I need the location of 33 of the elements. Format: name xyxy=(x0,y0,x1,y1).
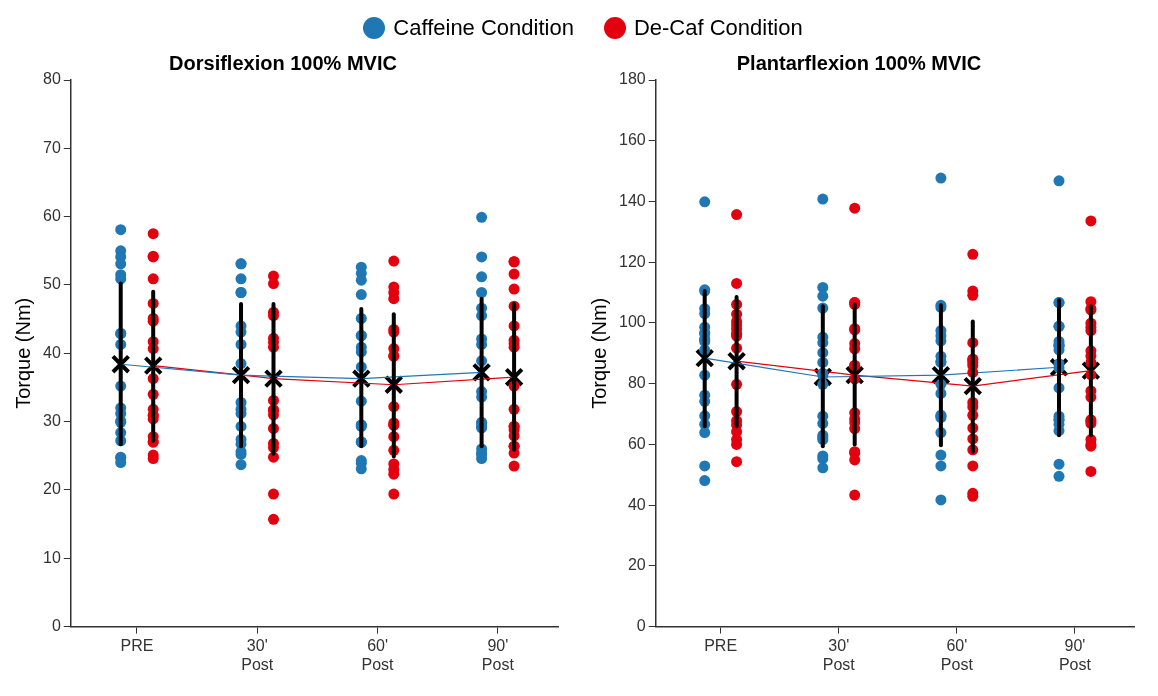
y-tick-label: 120 xyxy=(618,252,646,270)
x-tick-label: 60' Post xyxy=(940,636,974,673)
y-tick-label: 140 xyxy=(618,191,646,209)
y-tick-label: 40 xyxy=(43,343,61,361)
y-axis-title: Torque (Nm) xyxy=(587,297,610,409)
y-tick-label: 20 xyxy=(43,480,61,498)
legend-label: Caffeine Condition xyxy=(393,15,574,41)
x-tick-label: 30' Post xyxy=(822,636,856,673)
y-tick-label: 60 xyxy=(627,434,646,452)
y-axis-title: Torque (Nm) xyxy=(11,297,34,409)
y-tick-label: 80 xyxy=(43,70,61,88)
x-tick-label: 60' Post xyxy=(361,636,395,673)
chart-title: Plantarflexion 100% MVIC xyxy=(736,51,982,74)
y-tick-label: 10 xyxy=(43,548,61,566)
x-tick-label: 90' Post xyxy=(1058,636,1092,673)
x-tick-label: 30' Post xyxy=(241,636,274,673)
y-tick-label: 40 xyxy=(627,495,646,513)
y-tick-label: 180 xyxy=(618,70,646,88)
x-tick-label: PRE xyxy=(704,636,738,654)
x-tick-label: PRE xyxy=(120,636,154,654)
y-tick-label: 0 xyxy=(636,617,646,635)
y-tick-label: 160 xyxy=(618,131,646,149)
y-tick-label: 50 xyxy=(43,275,61,293)
y-tick-label: 60 xyxy=(43,207,61,225)
y-tick-label: 20 xyxy=(627,556,646,574)
y-tick-label: 100 xyxy=(618,313,646,331)
y-tick-label: 30 xyxy=(43,412,61,430)
legend-label: De-Caf Condition xyxy=(633,15,803,41)
y-tick-label: 0 xyxy=(51,617,61,635)
chart-title: Dorsiflexion 100% MVIC xyxy=(169,51,397,74)
x-tick-label: 90' Post xyxy=(481,636,515,673)
y-tick-label: 80 xyxy=(627,374,646,392)
y-tick-label: 70 xyxy=(43,138,61,156)
